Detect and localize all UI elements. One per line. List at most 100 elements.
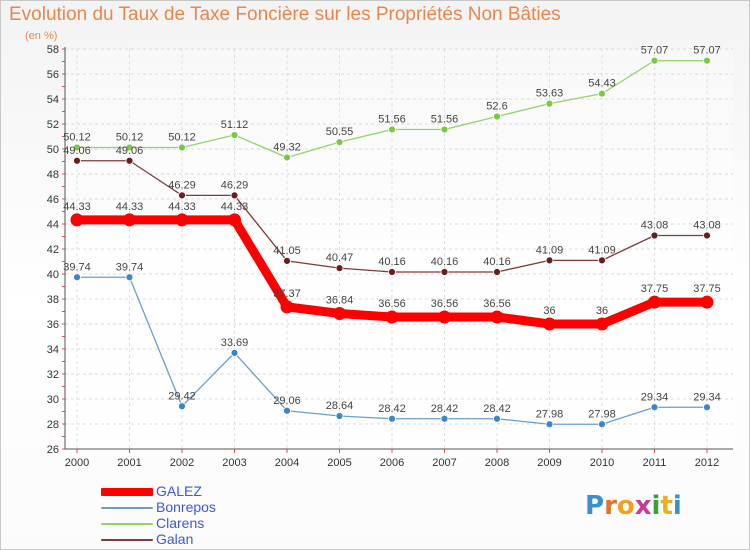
data-label-galan: 40.16 (431, 256, 459, 268)
data-label-galan: 49.06 (116, 145, 144, 157)
chart-title: Evolution du Taux de Taxe Foncière sur l… (9, 4, 561, 25)
data-label-galan: 40.16 (483, 256, 511, 268)
y-tick-label: 50 (47, 144, 59, 156)
logo-letter: x (634, 491, 652, 521)
data-label-galez: 37.75 (693, 283, 721, 295)
data-point-galez (543, 317, 556, 331)
data-point-bonrepos (545, 420, 554, 429)
data-point-galez (700, 295, 714, 309)
x-tick-label: 2006 (380, 457, 404, 469)
y-tick-label: 46 (47, 194, 59, 206)
data-point-clarens (73, 143, 81, 152)
data-point-galan (440, 268, 449, 276)
data-point-galan (545, 256, 554, 265)
data-point-galez (595, 317, 609, 331)
data-point-galan (283, 256, 291, 265)
data-label-galan: 41.09 (536, 244, 564, 256)
y-tick-label: 34 (47, 344, 59, 356)
data-label-galan: 46.29 (221, 179, 249, 191)
data-point-clarens (703, 56, 711, 65)
data-point-galan (178, 191, 186, 200)
data-point-bonrepos (703, 403, 711, 412)
x-tick-label: 2012 (695, 457, 719, 469)
data-label-galez: 36 (543, 305, 555, 317)
data-point-galan (598, 256, 606, 265)
legend-label-galez: GALEZ (156, 483, 202, 499)
legend-label-bonrepos: Bonrepos (156, 499, 216, 515)
data-point-galez (333, 307, 346, 320)
data-label-galan: 40.47 (326, 252, 354, 264)
data-point-clarens (388, 125, 396, 134)
data-point-galan (493, 268, 501, 276)
y-tick-label: 36 (47, 319, 59, 331)
y-tick-label: 28 (47, 419, 59, 431)
data-label-bonrepos: 29.06 (273, 395, 301, 407)
data-point-galan (73, 156, 81, 165)
data-label-clarens: 53.63 (536, 88, 564, 100)
logo-letter: i (651, 491, 661, 521)
y-tick-label: 30 (47, 394, 59, 406)
data-label-clarens: 51.56 (378, 114, 406, 126)
data-label-bonrepos: 28.42 (431, 403, 459, 415)
data-point-bonrepos (178, 402, 186, 411)
x-tick-label: 2009 (537, 457, 561, 469)
data-label-clarens: 57.07 (693, 45, 721, 57)
data-label-clarens: 52.6 (486, 101, 507, 113)
data-point-bonrepos (125, 273, 134, 282)
data-label-galez: 36.84 (326, 295, 354, 307)
data-label-bonrepos: 28.64 (326, 400, 354, 412)
y-tick-label: 32 (47, 369, 59, 381)
data-point-galez (438, 310, 451, 324)
data-point-galez (648, 295, 661, 309)
data-label-galan: 43.08 (641, 220, 669, 232)
legend-swatch-bonrepos (101, 507, 153, 509)
y-tick-label: 56 (47, 69, 59, 81)
proxiti-logo: Proxiti (585, 491, 682, 521)
data-label-bonrepos: 29.42 (168, 390, 196, 402)
data-label-galan: 43.08 (693, 220, 721, 232)
data-label-clarens: 51.12 (221, 119, 249, 131)
data-label-galez: 37.75 (641, 283, 669, 295)
data-point-galez (490, 310, 504, 324)
data-point-clarens (335, 138, 344, 147)
data-label-galez: 36.56 (431, 298, 459, 310)
data-label-clarens: 50.12 (168, 132, 196, 144)
logo-letter: r (604, 491, 617, 521)
data-label-galez: 44.33 (168, 201, 196, 213)
data-label-bonrepos: 28.42 (378, 403, 406, 415)
y-tick-label: 52 (47, 119, 59, 131)
data-label-galez: 44.33 (63, 201, 91, 213)
data-point-clarens (493, 112, 501, 121)
data-label-galan: 41.05 (273, 245, 301, 257)
legend-label-clarens: Clarens (156, 515, 205, 531)
data-label-clarens: 57.07 (641, 45, 669, 57)
x-tick-label: 2000 (65, 457, 89, 469)
data-label-bonrepos: 27.98 (536, 408, 564, 420)
y-tick-label: 26 (47, 444, 59, 456)
x-tick-label: 2001 (117, 457, 141, 469)
data-label-galez: 44.33 (116, 201, 144, 213)
data-label-clarens: 50.12 (63, 132, 91, 144)
data-point-bonrepos (650, 403, 659, 412)
legend-label-galan: Galan (156, 531, 194, 547)
x-tick-label: 2011 (643, 457, 667, 469)
legend-swatch-clarens (101, 523, 153, 525)
data-label-bonrepos: 27.98 (588, 408, 616, 420)
y-tick-label: 54 (47, 94, 59, 106)
data-point-bonrepos (73, 273, 81, 282)
data-point-galan (650, 231, 659, 240)
data-point-clarens (545, 99, 554, 108)
data-point-galez (70, 213, 84, 227)
data-point-galan (703, 231, 711, 240)
y-tick-label: 48 (47, 169, 59, 181)
data-point-galez (385, 310, 399, 324)
data-label-bonrepos: 29.34 (641, 391, 669, 403)
plot-area (65, 49, 733, 449)
x-tick-label: 2008 (485, 457, 509, 469)
x-tick-label: 2002 (170, 457, 194, 469)
data-point-galan (125, 156, 134, 165)
data-point-bonrepos (440, 414, 449, 423)
y-tick-label: 42 (47, 244, 59, 256)
data-label-galez: 37.37 (273, 288, 301, 300)
data-point-galez (175, 213, 189, 227)
